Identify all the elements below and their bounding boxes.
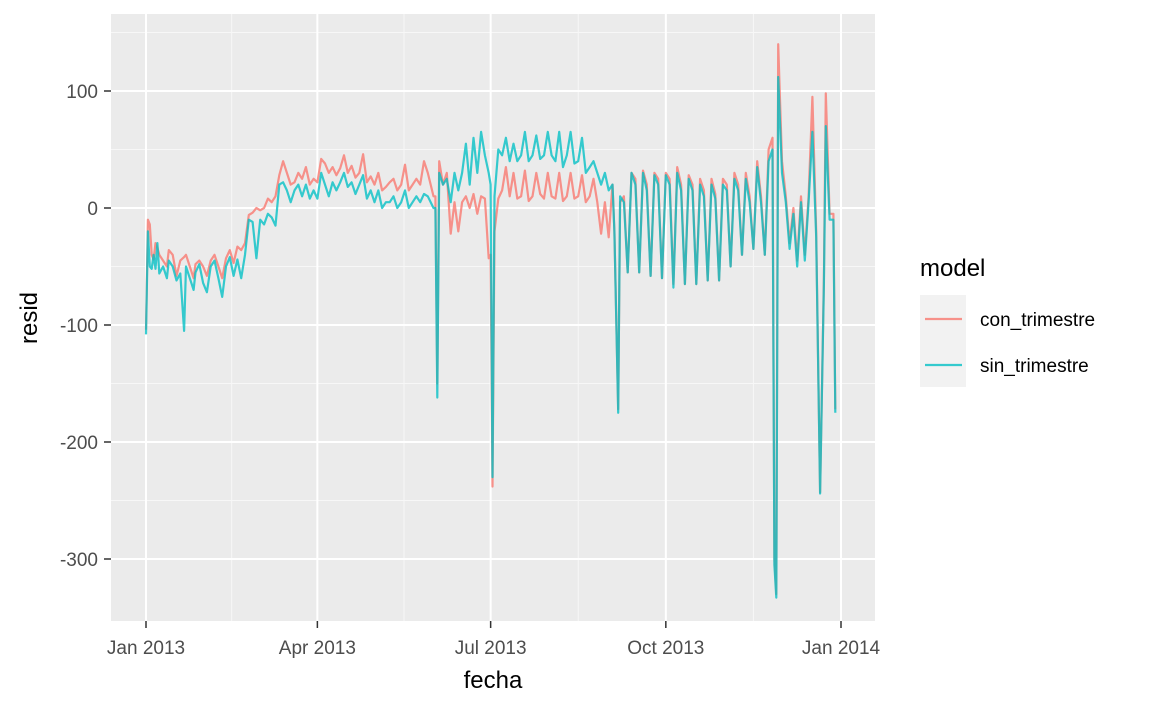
y-axis-title: resid bbox=[16, 292, 43, 344]
y-tick-label: 0 bbox=[87, 199, 98, 220]
x-axis: Jan 2013 Apr 2013 Jul 2013 Oct 2013 Jan 2014 bbox=[107, 621, 881, 659]
legend-label-con_trimestre: con_trimestre bbox=[980, 310, 1095, 331]
x-tick-label: Jan 2013 bbox=[107, 638, 185, 659]
x-tick-label: Apr 2013 bbox=[279, 638, 356, 659]
y-tick-label: 100 bbox=[66, 82, 98, 103]
series-line-con_trimestre bbox=[144, 43, 837, 596]
y-tick-label: -100 bbox=[60, 316, 98, 337]
x-tick-label: Jul 2013 bbox=[455, 638, 527, 659]
series-line-sin_trimestre bbox=[144, 75, 837, 599]
y-axis: 100 0 -100 -200 -300 bbox=[60, 82, 111, 571]
y-tick-label: -300 bbox=[60, 550, 98, 571]
series-lines bbox=[144, 43, 837, 599]
legend-label-sin_trimestre: sin_trimestre bbox=[980, 356, 1089, 377]
x-axis-title: fecha bbox=[464, 667, 523, 694]
y-tick-label: -200 bbox=[60, 433, 98, 454]
x-tick-label: Oct 2013 bbox=[627, 638, 704, 659]
legend-key-background bbox=[920, 295, 966, 387]
legend-items: con_trimestre sin_trimestre bbox=[920, 295, 1095, 387]
x-tick-label: Jan 2014 bbox=[802, 638, 881, 659]
legend-title: model bbox=[920, 255, 985, 282]
legend: model con_trimestre sin_trimestre bbox=[920, 255, 1095, 387]
